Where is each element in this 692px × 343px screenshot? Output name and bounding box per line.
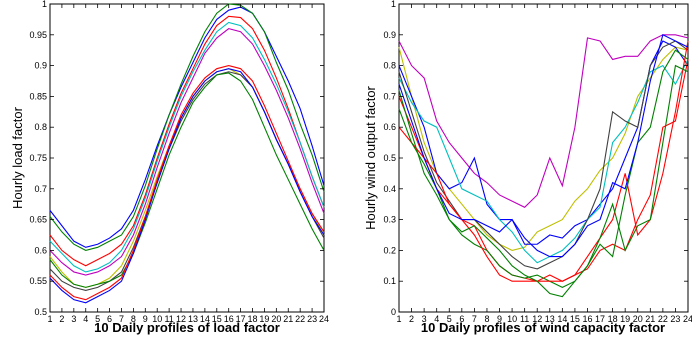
y-tick-label: 0.5	[383, 153, 396, 163]
series-line-1	[398, 34, 689, 208]
x-tick-label: 5	[447, 314, 452, 324]
x-tick-label: 2	[59, 314, 64, 324]
series-line-1	[49, 6, 325, 248]
x-tick-label: 21	[645, 314, 655, 324]
x-tick-label: 4	[83, 314, 88, 324]
ticks-group-right: 1 2 3 4 5 6 7 8 9 10 11 12 13 14 15 16 17 18 19 20 21 22 23 240…	[383, 0, 692, 324]
x-tick-label: 24	[319, 314, 329, 324]
x-tick-label: 20	[633, 314, 643, 324]
chart-right: 1 2 3 4 5 6 7 8 9 10 11 12 13 14 15 16 17 18 19 20 21 22 23 240…	[363, 0, 692, 335]
x-tick-label: 23	[307, 314, 317, 324]
x-tick-label: 7	[472, 314, 477, 324]
x-tick-label: 16	[582, 314, 592, 324]
x-tick-label: 12	[532, 314, 542, 324]
x-tick-label: 15	[570, 314, 580, 324]
series-line-10	[398, 34, 689, 258]
y-tick-label: 0.75	[29, 153, 47, 163]
y-tick-label: 0.5	[34, 307, 47, 317]
x-tick-label: 12	[176, 314, 186, 324]
series-line-3	[49, 15, 325, 267]
x-tick-label: 13	[545, 314, 555, 324]
x-tick-label: 4	[434, 314, 439, 324]
x-tick-label: 17	[595, 314, 605, 324]
x-axis-label-right: 10 Daily profiles of wind capacity facto…	[421, 320, 665, 335]
series-group-left	[49, 3, 325, 304]
y-tick-label: 0.9	[34, 61, 47, 71]
series-line-2	[49, 3, 325, 251]
series-group-right	[398, 34, 689, 298]
x-axis-label-left: 10 Daily profiles of load factor	[94, 320, 280, 335]
y-tick-label: 0.3	[383, 215, 396, 225]
x-tick-label: 2	[409, 314, 414, 324]
x-tick-label: 18	[248, 314, 258, 324]
y-tick-label: 0.7	[34, 184, 47, 194]
x-tick-label: 23	[670, 314, 680, 324]
x-tick-label: 3	[422, 314, 427, 324]
series-line-5	[49, 28, 325, 276]
x-tick-label: 21	[283, 314, 293, 324]
x-tick-label: 7	[119, 314, 124, 324]
x-tick-label: 11	[164, 314, 173, 324]
x-tick-label: 9	[143, 314, 148, 324]
series-line-10	[49, 65, 325, 301]
y-tick-label: 0.65	[29, 215, 47, 225]
y-tick-label: 0.85	[29, 91, 47, 101]
x-tick-label: 9	[497, 314, 502, 324]
series-line-4	[398, 59, 689, 264]
series-line-8	[49, 72, 325, 288]
series-line-8	[398, 40, 689, 282]
x-tick-label: 22	[658, 314, 668, 324]
y-tick-label: 0.55	[29, 276, 47, 286]
chart-left: 1 2 3 4 5 6 7 8 9 10 11 12 13 14 15 16 17 18 19 20 21 22 23 240…	[10, 0, 329, 335]
y-tick-label: 0.8	[383, 61, 396, 71]
y-axis-label-left: Hourly load factor	[10, 106, 25, 209]
ticks-group-left: 1 2 3 4 5 6 7 8 9 10 11 12 13 14 15 16 17 18 19 20 21 22 23 240…	[29, 0, 329, 324]
y-tick-label: 0.8	[34, 122, 47, 132]
x-tick-label: 1	[47, 314, 52, 324]
x-tick-label: 5	[95, 314, 100, 324]
y-tick-label: 0.6	[383, 122, 396, 132]
plot-area-left	[49, 3, 325, 313]
x-tick-label: 20	[271, 314, 281, 324]
y-tick-label: 0.95	[29, 30, 47, 40]
x-tick-label: 14	[200, 314, 210, 324]
x-tick-label: 8	[484, 314, 489, 324]
x-tick-label: 14	[557, 314, 567, 324]
y-tick-label: 0.4	[383, 184, 396, 194]
y-tick-label: 1	[42, 0, 47, 9]
y-tick-label: 0.7	[383, 91, 396, 101]
x-tick-label: 10	[152, 314, 162, 324]
x-tick-label: 19	[259, 314, 269, 324]
x-tick-label: 18	[608, 314, 618, 324]
series-line-9	[398, 64, 689, 298]
y-tick-label: 0	[391, 307, 396, 317]
x-tick-label: 13	[188, 314, 198, 324]
y-tick-label: 1	[391, 0, 396, 9]
x-tick-label: 16	[224, 314, 234, 324]
series-line-9	[49, 68, 325, 304]
x-tick-label: 6	[459, 314, 464, 324]
x-tick-label: 1	[396, 314, 401, 324]
x-tick-label: 6	[107, 314, 112, 324]
y-tick-label: 0.9	[383, 30, 396, 40]
x-tick-label: 22	[295, 314, 305, 324]
y-tick-label: 0.6	[34, 245, 47, 255]
x-tick-label: 17	[236, 314, 246, 324]
y-tick-label: 0.2	[383, 245, 396, 255]
x-tick-label: 24	[683, 314, 692, 324]
series-line-4	[49, 21, 325, 273]
x-tick-label: 3	[71, 314, 76, 324]
x-tick-label: 15	[212, 314, 222, 324]
x-tick-label: 19	[620, 314, 630, 324]
x-tick-label: 10	[507, 314, 517, 324]
y-axis-label-right: Hourly wind output factor	[363, 85, 378, 229]
x-tick-label: 11	[520, 314, 529, 324]
x-tick-label: 8	[131, 314, 136, 324]
y-tick-label: 0.1	[383, 276, 396, 286]
